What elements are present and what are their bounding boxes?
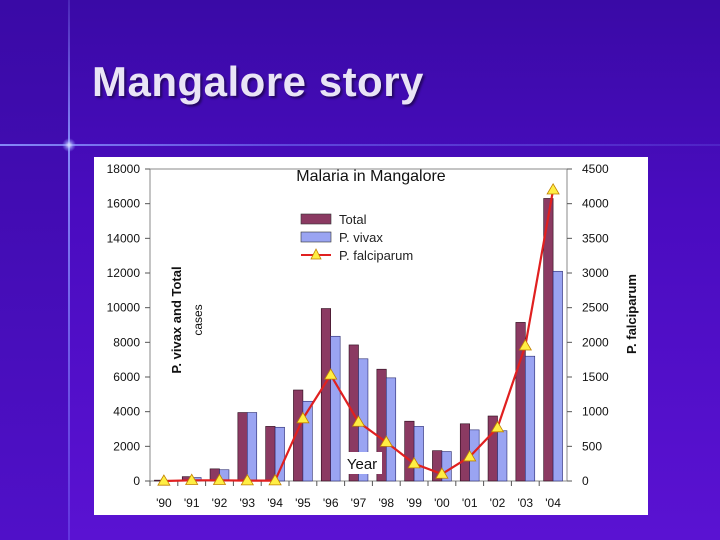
right-tick-label: 500 xyxy=(582,439,602,453)
bar-vivax xyxy=(274,426,285,482)
x-tick-label: '99 xyxy=(406,496,422,510)
left-tick-label: 18000 xyxy=(107,162,141,176)
left-tick-label: 12000 xyxy=(107,266,141,280)
x-tick-label: '91 xyxy=(184,496,200,510)
left-tick-label: 16000 xyxy=(107,197,141,211)
x-tick-label: '98 xyxy=(378,496,394,510)
bar-total xyxy=(237,412,248,482)
horizontal-accent-line xyxy=(0,144,720,146)
right-tick-label: 0 xyxy=(582,474,589,488)
x-tick-label: '90 xyxy=(156,496,172,510)
point-falciparum xyxy=(490,420,505,433)
x-axis-title-box xyxy=(342,452,382,474)
legend-label: P. vivax xyxy=(339,230,383,245)
left-tick-label: 4000 xyxy=(113,405,140,419)
x-tick-label: '03 xyxy=(517,496,533,510)
legend-label: Total xyxy=(339,212,367,227)
x-tick-label: '95 xyxy=(295,496,311,510)
x-tick-label: '96 xyxy=(323,496,339,510)
x-tick-label: '01 xyxy=(462,496,478,510)
chart-panel: 0 2000 4000 6000 8000 10000 12000 14000 16000 180… xyxy=(94,157,648,515)
y-axis-left-subtitle: cases xyxy=(191,304,205,335)
x-axis-title: Year xyxy=(347,456,377,473)
legend-swatch xyxy=(300,231,332,243)
point-falciparum xyxy=(212,473,227,485)
point-falciparum xyxy=(240,473,254,486)
bar-vivax xyxy=(385,377,397,482)
y-axis-left-title: P. vivax and Total xyxy=(169,266,184,373)
right-tick-label: 3500 xyxy=(582,231,609,245)
x-tick-label: '93 xyxy=(239,496,255,510)
bar-vivax xyxy=(413,426,424,482)
x-tick-label: '04 xyxy=(545,496,561,510)
point-falciparum xyxy=(185,473,199,485)
bar-vivax xyxy=(330,335,341,482)
left-tick-label: 0 xyxy=(133,474,140,488)
point-falciparum xyxy=(546,183,560,195)
x-tick-label: '02 xyxy=(490,496,506,510)
legend-swatch xyxy=(300,213,332,225)
point-falciparum xyxy=(518,339,532,351)
bar-vivax xyxy=(497,430,508,482)
point-falciparum xyxy=(463,449,477,462)
left-tick-label: 10000 xyxy=(107,301,141,315)
bar-total xyxy=(404,420,415,482)
x-tick-label: '00 xyxy=(434,496,450,510)
malaria-chart: 0200040006000800010000120001400016000180… xyxy=(107,162,639,510)
point-falciparum xyxy=(157,474,171,486)
x-tick-label: '92 xyxy=(212,496,228,510)
point-falciparum xyxy=(407,456,421,469)
bar-vivax xyxy=(302,400,313,482)
point-falciparum xyxy=(351,415,366,427)
point-falciparum xyxy=(268,473,282,486)
right-tick-label: 2500 xyxy=(582,301,609,315)
legend-marker xyxy=(310,248,322,260)
bar-vivax xyxy=(524,355,536,482)
right-tick-label: 4000 xyxy=(582,197,609,211)
x-tick-label: '97 xyxy=(351,496,367,510)
y-axis-right-title: P. falciparum xyxy=(624,274,639,354)
legend-label: P. falciparum xyxy=(339,248,413,263)
point-falciparum xyxy=(379,435,393,447)
chart-title: Malaria in Mangalore xyxy=(296,168,446,185)
point-falciparum xyxy=(324,368,338,380)
bar-total xyxy=(265,426,276,482)
bar-vivax xyxy=(552,270,563,482)
vertical-accent-line xyxy=(68,0,70,540)
right-tick-label: 3000 xyxy=(582,266,609,280)
right-tick-label: 1000 xyxy=(582,405,609,419)
left-tick-label: 2000 xyxy=(113,439,140,453)
right-tick-label: 2000 xyxy=(582,335,609,349)
left-decorative-band xyxy=(0,0,68,540)
left-tick-label: 6000 xyxy=(113,370,140,384)
right-tick-label: 4500 xyxy=(582,162,609,176)
left-tick-label: 8000 xyxy=(113,335,140,349)
bar-vivax xyxy=(441,451,452,482)
point-falciparum xyxy=(435,467,449,479)
bar-vivax xyxy=(247,412,258,482)
page-title: Mangalore story xyxy=(92,58,424,105)
right-tick-label: 1500 xyxy=(582,370,609,384)
left-tick-label: 14000 xyxy=(107,231,141,245)
sparkle-icon xyxy=(62,138,76,152)
bar-total xyxy=(320,308,332,482)
point-falciparum xyxy=(296,411,310,424)
x-tick-label: '94 xyxy=(267,496,283,510)
